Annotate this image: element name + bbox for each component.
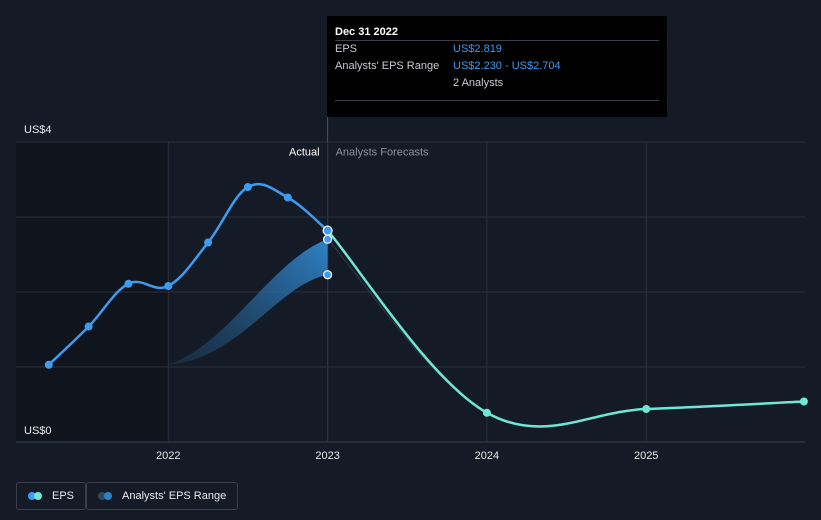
- tooltip-key: EPS: [335, 43, 358, 55]
- gridlines: [16, 141, 805, 443]
- eps-forecast-point: [799, 397, 808, 406]
- y-axis-min-label: US$0: [24, 425, 52, 437]
- x-tick-label: 2025: [634, 450, 658, 462]
- tooltip-date: Dec 31 2022: [335, 26, 398, 38]
- tooltip-value: US$2.230 - US$2.704: [453, 60, 561, 72]
- tooltip-row-eps: EPS US$2.819: [335, 40, 659, 58]
- chart-marks: [44, 182, 808, 428]
- legend-label: Analysts' EPS Range: [122, 490, 227, 502]
- y-axis-max-label: US$4: [24, 124, 52, 136]
- eps-actual-point: [204, 238, 213, 247]
- legend-item-eps[interactable]: EPS: [16, 482, 87, 510]
- legend-label: EPS: [52, 490, 75, 502]
- eps-actual-point: [164, 282, 173, 290]
- tooltip-row-range: Analysts' EPS Range US$2.230 - US$2.704: [335, 58, 659, 75]
- tooltip-value: US$2.819: [453, 43, 502, 55]
- tooltip-divider: [335, 100, 659, 101]
- eps-actual-point: [84, 322, 93, 331]
- actual-label: Actual: [289, 147, 320, 159]
- legend-item-eps-range[interactable]: Analysts' EPS Range: [86, 482, 239, 510]
- tooltip-key: Analysts' EPS Range: [335, 60, 440, 72]
- range-forecast-line: [327, 238, 804, 427]
- eps-forecast-line: [326, 229, 804, 428]
- x-axis-ticks: 2022 2023 2024 2025: [156, 142, 658, 462]
- tooltip-value: 2 Analysts: [453, 77, 504, 89]
- range-high-point: [323, 234, 333, 244]
- tooltip-row-analysts: 2 Analysts: [335, 75, 659, 92]
- eps-actual-point: [44, 360, 53, 369]
- eps-highlight-point: [322, 225, 333, 236]
- eps-actual-line: [47, 182, 329, 366]
- eps-actual-point: [283, 193, 292, 202]
- tooltip-key: [335, 75, 453, 92]
- legend-swatch: [98, 492, 114, 500]
- eps-actual-point: [243, 183, 252, 191]
- range-low-point: [323, 270, 333, 280]
- x-tick-label: 2024: [475, 450, 499, 462]
- eps-range-band: [168, 239, 328, 365]
- x-tick-label: 2023: [315, 450, 339, 462]
- eps-forecast-point: [482, 408, 491, 417]
- forecast-label: Analysts Forecasts: [336, 147, 429, 159]
- eps-actual-point: [124, 279, 133, 288]
- legend-swatch: [28, 492, 44, 500]
- tooltip: Dec 31 2022 EPS US$2.819 Analysts' EPS R…: [327, 16, 667, 117]
- x-tick-label: 2022: [156, 450, 180, 462]
- eps-forecast-point: [642, 405, 651, 413]
